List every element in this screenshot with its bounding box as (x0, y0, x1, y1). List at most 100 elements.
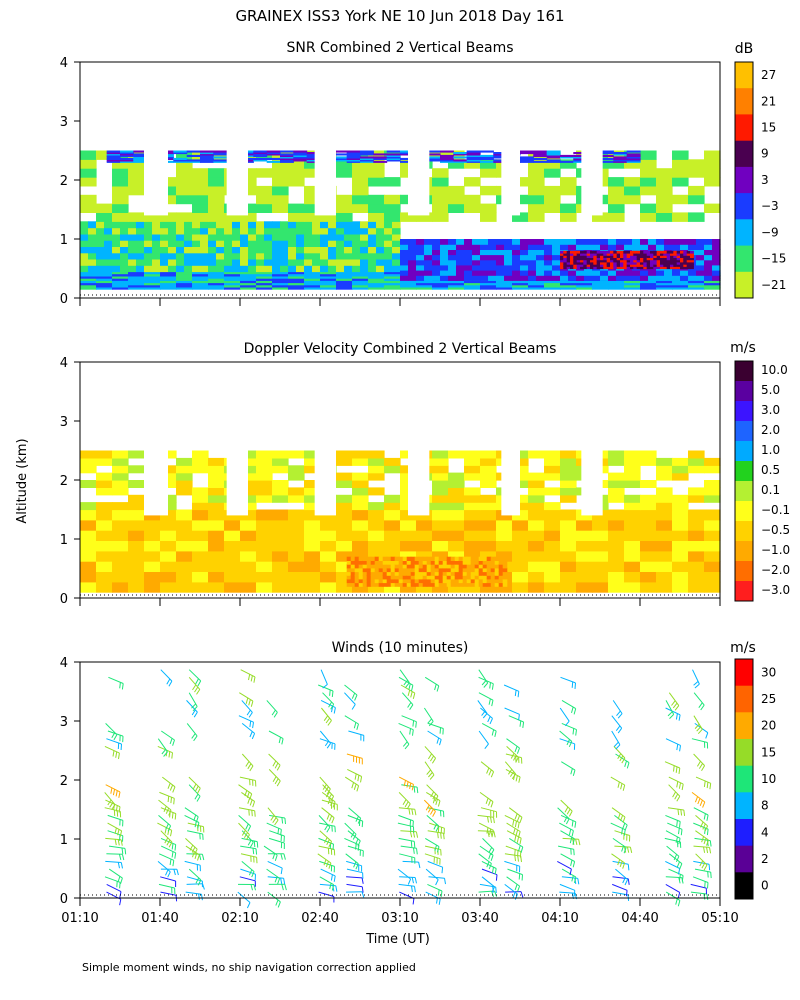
y-tick-label: 0 (60, 892, 68, 907)
heatmap-cell (144, 581, 161, 593)
wind-barb-flag (411, 877, 414, 884)
wind-barb (481, 860, 497, 875)
heatmap-cell (106, 152, 121, 155)
heatmap-cell (672, 244, 681, 250)
heatmap-cell (160, 177, 177, 187)
wind-barb-flag (272, 760, 277, 767)
heatmap-cell (320, 278, 337, 281)
heatmap-cell (96, 509, 113, 521)
heatmap-cell (320, 227, 329, 235)
wind-barb-flag (700, 704, 705, 711)
wind-barb-flag (201, 894, 203, 901)
heatmap-cell (128, 168, 145, 178)
heatmap-cell (512, 286, 529, 290)
heatmap-cell (430, 582, 436, 587)
colorbar-label: −3 (761, 199, 779, 213)
x-tick-label: 01:40 (141, 911, 178, 926)
heatmap-cell (458, 556, 464, 561)
heatmap-cell (432, 494, 449, 503)
wind-barb-flag (403, 679, 408, 686)
heatmap-cell (354, 582, 360, 587)
heatmap-cell (208, 282, 225, 286)
heatmap-cell (676, 261, 681, 265)
colorbar-label: 15 (761, 121, 776, 135)
heatmap-cell (663, 250, 668, 254)
heatmap-cell (416, 275, 425, 281)
wind-barb-flag (617, 753, 622, 760)
heatmap-cell (616, 253, 621, 256)
heatmap-cell (552, 254, 561, 261)
heatmap-cell (672, 239, 681, 245)
heatmap-cell (480, 286, 497, 290)
wind-barb (692, 876, 709, 889)
wind-barb-flag (174, 813, 177, 820)
heatmap-cell (496, 280, 513, 284)
heatmap-cell (560, 282, 577, 286)
wind-barb (693, 845, 712, 854)
wind-barb (480, 807, 498, 818)
heatmap-cell (656, 257, 661, 261)
heatmap-cell (592, 280, 609, 284)
heatmap-cell (240, 472, 257, 481)
heatmap-cell (593, 264, 598, 267)
heatmap-cell (366, 575, 372, 580)
heatmap-cell (676, 264, 681, 267)
colorbar-segment (735, 166, 753, 194)
heatmap-cell (288, 561, 305, 572)
wind-barb-flag (625, 890, 628, 897)
heatmap-cell (96, 246, 105, 254)
heatmap-cell (128, 271, 145, 275)
heatmap-cell (336, 284, 353, 288)
heatmap-cell (688, 212, 705, 222)
heatmap-cell (426, 156, 441, 159)
heatmap-cell (128, 581, 145, 593)
heatmap-cell (648, 270, 657, 276)
heatmap-cell (560, 253, 564, 256)
heatmap-cell (390, 560, 396, 565)
wind-barb (106, 891, 122, 906)
wind-barb (319, 883, 338, 892)
wind-barb-flag (703, 813, 706, 820)
wind-barb-flag (327, 720, 332, 726)
heatmap-cell (494, 575, 500, 580)
wind-barb-flag (514, 849, 516, 856)
heatmap-cell (390, 575, 396, 580)
heatmap-cell (208, 530, 225, 541)
colorbar-segment (735, 872, 753, 900)
wind-barb-flag (486, 861, 490, 868)
heatmap-cell (462, 582, 468, 587)
heatmap-cell (458, 560, 464, 565)
heatmap-cell (512, 581, 529, 593)
heatmap-cell (470, 578, 476, 584)
heatmap-cell (546, 159, 561, 162)
wind-barb (613, 746, 626, 764)
heatmap-cell (563, 266, 568, 270)
wind-barb-shaft (611, 807, 626, 818)
wind-barb-flag (517, 855, 519, 862)
heatmap-cell (176, 561, 193, 572)
colorbar-segment (735, 581, 753, 602)
heatmap-cell (240, 212, 257, 222)
heatmap-cell (512, 494, 529, 503)
heatmap-cell (480, 581, 497, 593)
wind-barb (665, 876, 684, 884)
heatmap-cell (378, 578, 384, 584)
heatmap-cell (493, 160, 508, 163)
heatmap-cell (133, 160, 148, 163)
heatmap-cell (580, 259, 584, 263)
heatmap-cell (120, 221, 129, 229)
wind-barb-flag (280, 868, 283, 875)
heatmap-cell (544, 502, 561, 511)
heatmap-cell (600, 270, 609, 276)
heatmap-cell (464, 177, 481, 187)
heatmap-cell (120, 150, 134, 153)
wind-barb-flag (514, 813, 518, 820)
wind-barb-shaft (160, 876, 176, 882)
heatmap-cell (368, 273, 385, 277)
wind-barb-flag (677, 900, 681, 907)
heatmap-cell (360, 258, 369, 266)
heatmap-cell (610, 259, 614, 263)
heatmap-cell (544, 487, 561, 496)
wind-barb-shaft (665, 700, 675, 715)
wind-barb-flag (563, 816, 568, 823)
